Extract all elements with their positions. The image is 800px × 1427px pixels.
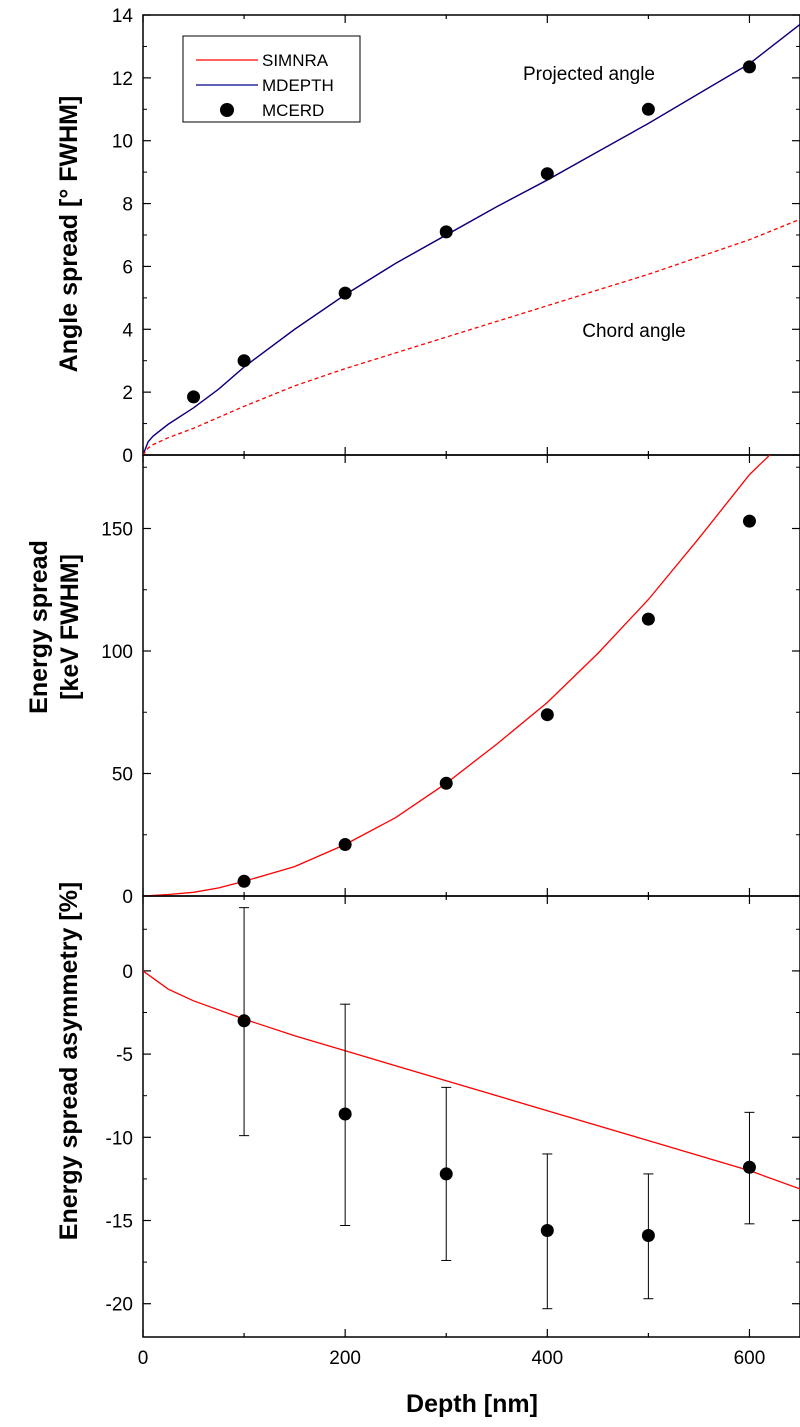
plot-frame xyxy=(142,895,800,1338)
series-line-simnra xyxy=(143,455,771,896)
series-line-mdepth xyxy=(143,23,800,455)
data-point-mcerd xyxy=(641,102,655,116)
data-point-mcerd xyxy=(187,390,201,404)
series-line-simnra xyxy=(143,970,800,1190)
data-point-mcerd xyxy=(742,514,756,528)
data-point-mcerd xyxy=(742,60,756,74)
data-point-mcerd xyxy=(338,286,352,300)
data-point-mcerd xyxy=(439,225,453,239)
plot-root: 0 2 4 6 8 10 12 14 0 50 100 150 -20 -15 -10 -5 0 0 200 400 6… xyxy=(101,6,800,1369)
series-group xyxy=(143,970,800,1190)
data-point-mcerd xyxy=(540,167,554,181)
ytick-label: 150 xyxy=(101,520,133,541)
ytick-label: 4 xyxy=(122,320,133,341)
legend-box xyxy=(182,35,361,123)
ytick-label: -10 xyxy=(106,1128,133,1149)
ytick-label: 6 xyxy=(122,257,133,278)
ytick-label: 2 xyxy=(122,383,133,404)
ytick-label: 12 xyxy=(112,69,133,90)
xtick-label: 0 xyxy=(138,1348,149,1369)
legend-label: MDEPTH xyxy=(262,76,334,95)
ytick-label: -5 xyxy=(116,1045,133,1066)
data-point-mcerd xyxy=(742,1160,756,1174)
data-point-mcerd xyxy=(641,1228,655,1242)
data-point-mcerd xyxy=(237,354,251,368)
xlabel: Depth [nm] xyxy=(406,1390,538,1418)
xtick-label: 400 xyxy=(531,1348,563,1369)
annotation-1: Chord angle xyxy=(582,321,686,342)
annotation-0: Projected angle xyxy=(523,64,655,85)
ylabel-middle-line1: Energy spread xyxy=(25,540,53,714)
xtick-label: 600 xyxy=(734,1348,766,1369)
series-line-dashed xyxy=(143,218,800,455)
ytick-label: 0 xyxy=(122,887,133,908)
legend-marker xyxy=(220,103,234,117)
ytick-label: -20 xyxy=(106,1295,133,1316)
ylabel-top: Angle spread [° FWHM] xyxy=(55,96,83,373)
data-point-mcerd xyxy=(237,1014,251,1028)
ylabel-bottom: Energy spread asymmetry [%] xyxy=(55,882,83,1240)
panel-top: 0 2 4 6 8 10 12 14 xyxy=(112,6,800,467)
data-point-mcerd xyxy=(338,1107,352,1121)
data-point-mcerd xyxy=(439,1167,453,1181)
panel-bottom: -20 -15 -10 -5 0 0 200 400 600 xyxy=(106,895,800,1369)
data-point-mcerd xyxy=(439,776,453,790)
legend: SIMNRA MDEPTH MCERD xyxy=(182,35,361,123)
ytick-label: 10 xyxy=(112,132,133,153)
ytick-label: 50 xyxy=(112,765,133,786)
ytick-label: -15 xyxy=(106,1212,133,1233)
data-point-mcerd xyxy=(540,1223,554,1237)
xtick-label: 200 xyxy=(329,1348,361,1369)
plot-frame xyxy=(142,454,800,897)
ylabel-middle-line2: [keV FWHM] xyxy=(56,554,84,700)
ytick-label: 100 xyxy=(101,642,133,663)
legend-label: SIMNRA xyxy=(262,51,329,70)
axis-titles: Angle spread [° FWHM] Energy spread [keV… xyxy=(25,96,538,1418)
ytick-label: 8 xyxy=(122,195,133,216)
series-group xyxy=(143,455,771,896)
data-point-mcerd xyxy=(641,612,655,626)
legend-label: MCERD xyxy=(262,101,324,120)
panel-middle: 0 50 100 150 xyxy=(101,454,800,908)
ytick-label: 0 xyxy=(122,446,133,467)
ytick-label: 14 xyxy=(112,6,134,27)
data-point-mcerd xyxy=(540,708,554,722)
data-point-mcerd xyxy=(338,838,352,852)
ytick-label: 0 xyxy=(122,962,133,983)
data-point-mcerd xyxy=(237,874,251,888)
series-group xyxy=(143,23,800,455)
